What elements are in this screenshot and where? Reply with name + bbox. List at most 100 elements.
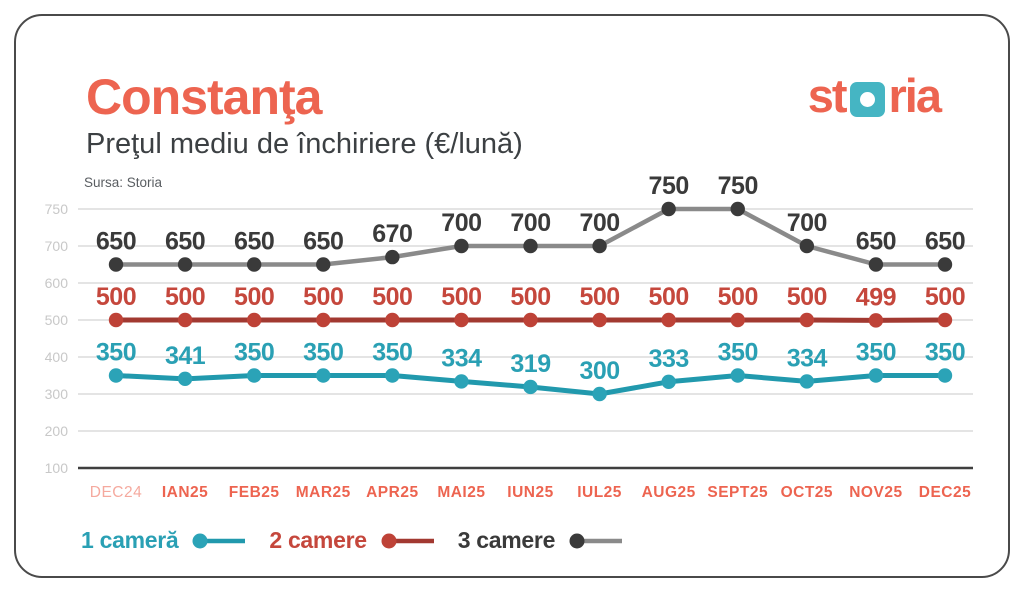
y-tick-label: 400	[45, 349, 69, 365]
data-point	[799, 312, 815, 328]
x-tick-label: NOV25	[849, 484, 902, 501]
infographic-card: Constanţa Preţul mediu de închiriere (€/…	[14, 14, 1010, 578]
value-label: 350	[925, 339, 965, 367]
data-point	[385, 312, 400, 328]
x-tick-label: IUL25	[577, 484, 622, 501]
data-point	[523, 238, 538, 254]
data-point	[177, 312, 193, 328]
value-label: 700	[579, 209, 619, 237]
x-tick-label: APR25	[366, 484, 418, 501]
line-chart: 750 700 600 500 400 300 200 100 DEC24 IAN25 FEB25 M…	[45, 172, 973, 501]
storia-logo-text-left: st	[807, 69, 848, 122]
data-point	[730, 368, 745, 383]
value-label: 500	[165, 283, 205, 311]
value-label: 650	[303, 228, 343, 256]
data-point	[592, 238, 607, 254]
data-point	[661, 374, 676, 389]
value-label: 650	[925, 228, 965, 256]
value-label: 350	[234, 339, 274, 367]
data-point	[316, 312, 331, 328]
y-tick-label: 700	[45, 238, 69, 254]
legend-label: 3 camere	[457, 527, 556, 553]
value-label: 650	[96, 228, 136, 256]
value-label: 350	[303, 339, 343, 367]
data-point	[523, 379, 538, 395]
data-point	[868, 368, 884, 383]
x-tick-label: OCT25	[781, 484, 833, 501]
x-tick-label: MAI25	[437, 484, 485, 501]
data-point	[523, 312, 538, 328]
x-tick-label: MAR25	[296, 484, 351, 501]
legend-marker-icon	[192, 533, 246, 548]
legend-item-2: 2 camere	[269, 527, 435, 554]
x-tick-label: SEPT25	[707, 484, 768, 501]
value-label: 350	[372, 339, 412, 367]
data-point	[316, 257, 331, 272]
x-tick-label: AUG25	[642, 484, 696, 501]
value-label: 341	[165, 342, 206, 370]
value-label: 500	[925, 283, 965, 311]
y-tick-label: 200	[45, 423, 69, 439]
value-label: 750	[718, 172, 758, 200]
data-point	[316, 368, 331, 383]
storia-logo: st ria	[807, 68, 942, 123]
value-label: 300	[579, 357, 619, 385]
data-point	[730, 312, 745, 328]
storia-logo-dot	[859, 92, 875, 107]
data-point	[454, 312, 469, 328]
value-label: 500	[718, 283, 758, 311]
legend-item-3: 3 camere	[458, 527, 624, 554]
value-label: 650	[234, 228, 274, 256]
chart-subtitle: Preţul mediu de închiriere (€/lună)	[86, 128, 523, 160]
value-label: 500	[649, 283, 689, 311]
data-point	[592, 312, 607, 328]
y-tick-label: 300	[45, 386, 69, 402]
value-label: 750	[649, 172, 689, 200]
legend-dot	[192, 533, 208, 548]
value-label: 700	[441, 209, 481, 237]
value-label: 350	[718, 339, 758, 367]
source-note: Sursa: Storia	[84, 175, 163, 190]
legend-dot	[569, 533, 585, 548]
data-point	[108, 368, 124, 383]
value-label: 333	[649, 345, 689, 373]
data-point	[937, 368, 953, 383]
value-label: 500	[441, 283, 481, 311]
value-label: 500	[510, 283, 550, 311]
data-point	[385, 249, 400, 265]
data-point	[592, 386, 607, 402]
data-point	[246, 257, 262, 272]
data-point	[246, 368, 262, 383]
value-label: 350	[96, 339, 136, 367]
data-point	[937, 312, 953, 328]
x-tick-label: DEC24	[90, 484, 142, 501]
value-label: 650	[856, 228, 896, 256]
storia-logo-o-icon	[849, 82, 885, 117]
legend-label: 1 cameră	[81, 527, 179, 553]
data-point	[661, 312, 676, 328]
data-point	[937, 257, 953, 272]
data-point	[799, 238, 815, 254]
chart-legend: 1 cameră 2 camere 3 camere	[81, 527, 624, 554]
value-label: 334	[441, 344, 482, 372]
x-tick-label: IAN25	[162, 484, 208, 501]
x-tick-label: DEC25	[919, 484, 971, 501]
value-label: 500	[787, 283, 827, 311]
legend-item-1: 1 cameră	[81, 527, 247, 554]
data-point	[454, 374, 469, 389]
value-label: 500	[372, 283, 412, 311]
value-label: 319	[510, 350, 550, 378]
page-title: Constanţa	[86, 69, 322, 125]
data-point	[868, 257, 884, 272]
value-label: 334	[787, 344, 828, 372]
storia-logo-text-right: ria	[888, 69, 942, 122]
data-point	[108, 257, 124, 272]
value-label: 500	[579, 283, 619, 311]
legend-marker-icon	[381, 533, 434, 548]
value-label: 499	[856, 283, 896, 311]
data-point	[177, 371, 193, 387]
y-tick-label: 100	[45, 460, 69, 476]
legend-dot	[381, 533, 397, 548]
x-tick-label: IUN25	[507, 484, 553, 501]
value-label: 500	[234, 283, 274, 311]
